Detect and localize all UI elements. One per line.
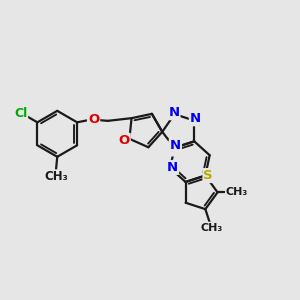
Text: N: N bbox=[190, 112, 201, 125]
Text: N: N bbox=[168, 142, 179, 155]
Text: N: N bbox=[167, 161, 178, 174]
Text: CH₃: CH₃ bbox=[200, 223, 223, 232]
Text: S: S bbox=[203, 169, 213, 182]
Text: Cl: Cl bbox=[14, 107, 27, 120]
Text: N: N bbox=[168, 106, 179, 119]
Text: O: O bbox=[118, 134, 130, 147]
Text: O: O bbox=[88, 113, 99, 127]
Text: N: N bbox=[170, 140, 181, 152]
Text: CH₃: CH₃ bbox=[226, 187, 248, 197]
Text: CH₃: CH₃ bbox=[44, 170, 68, 183]
